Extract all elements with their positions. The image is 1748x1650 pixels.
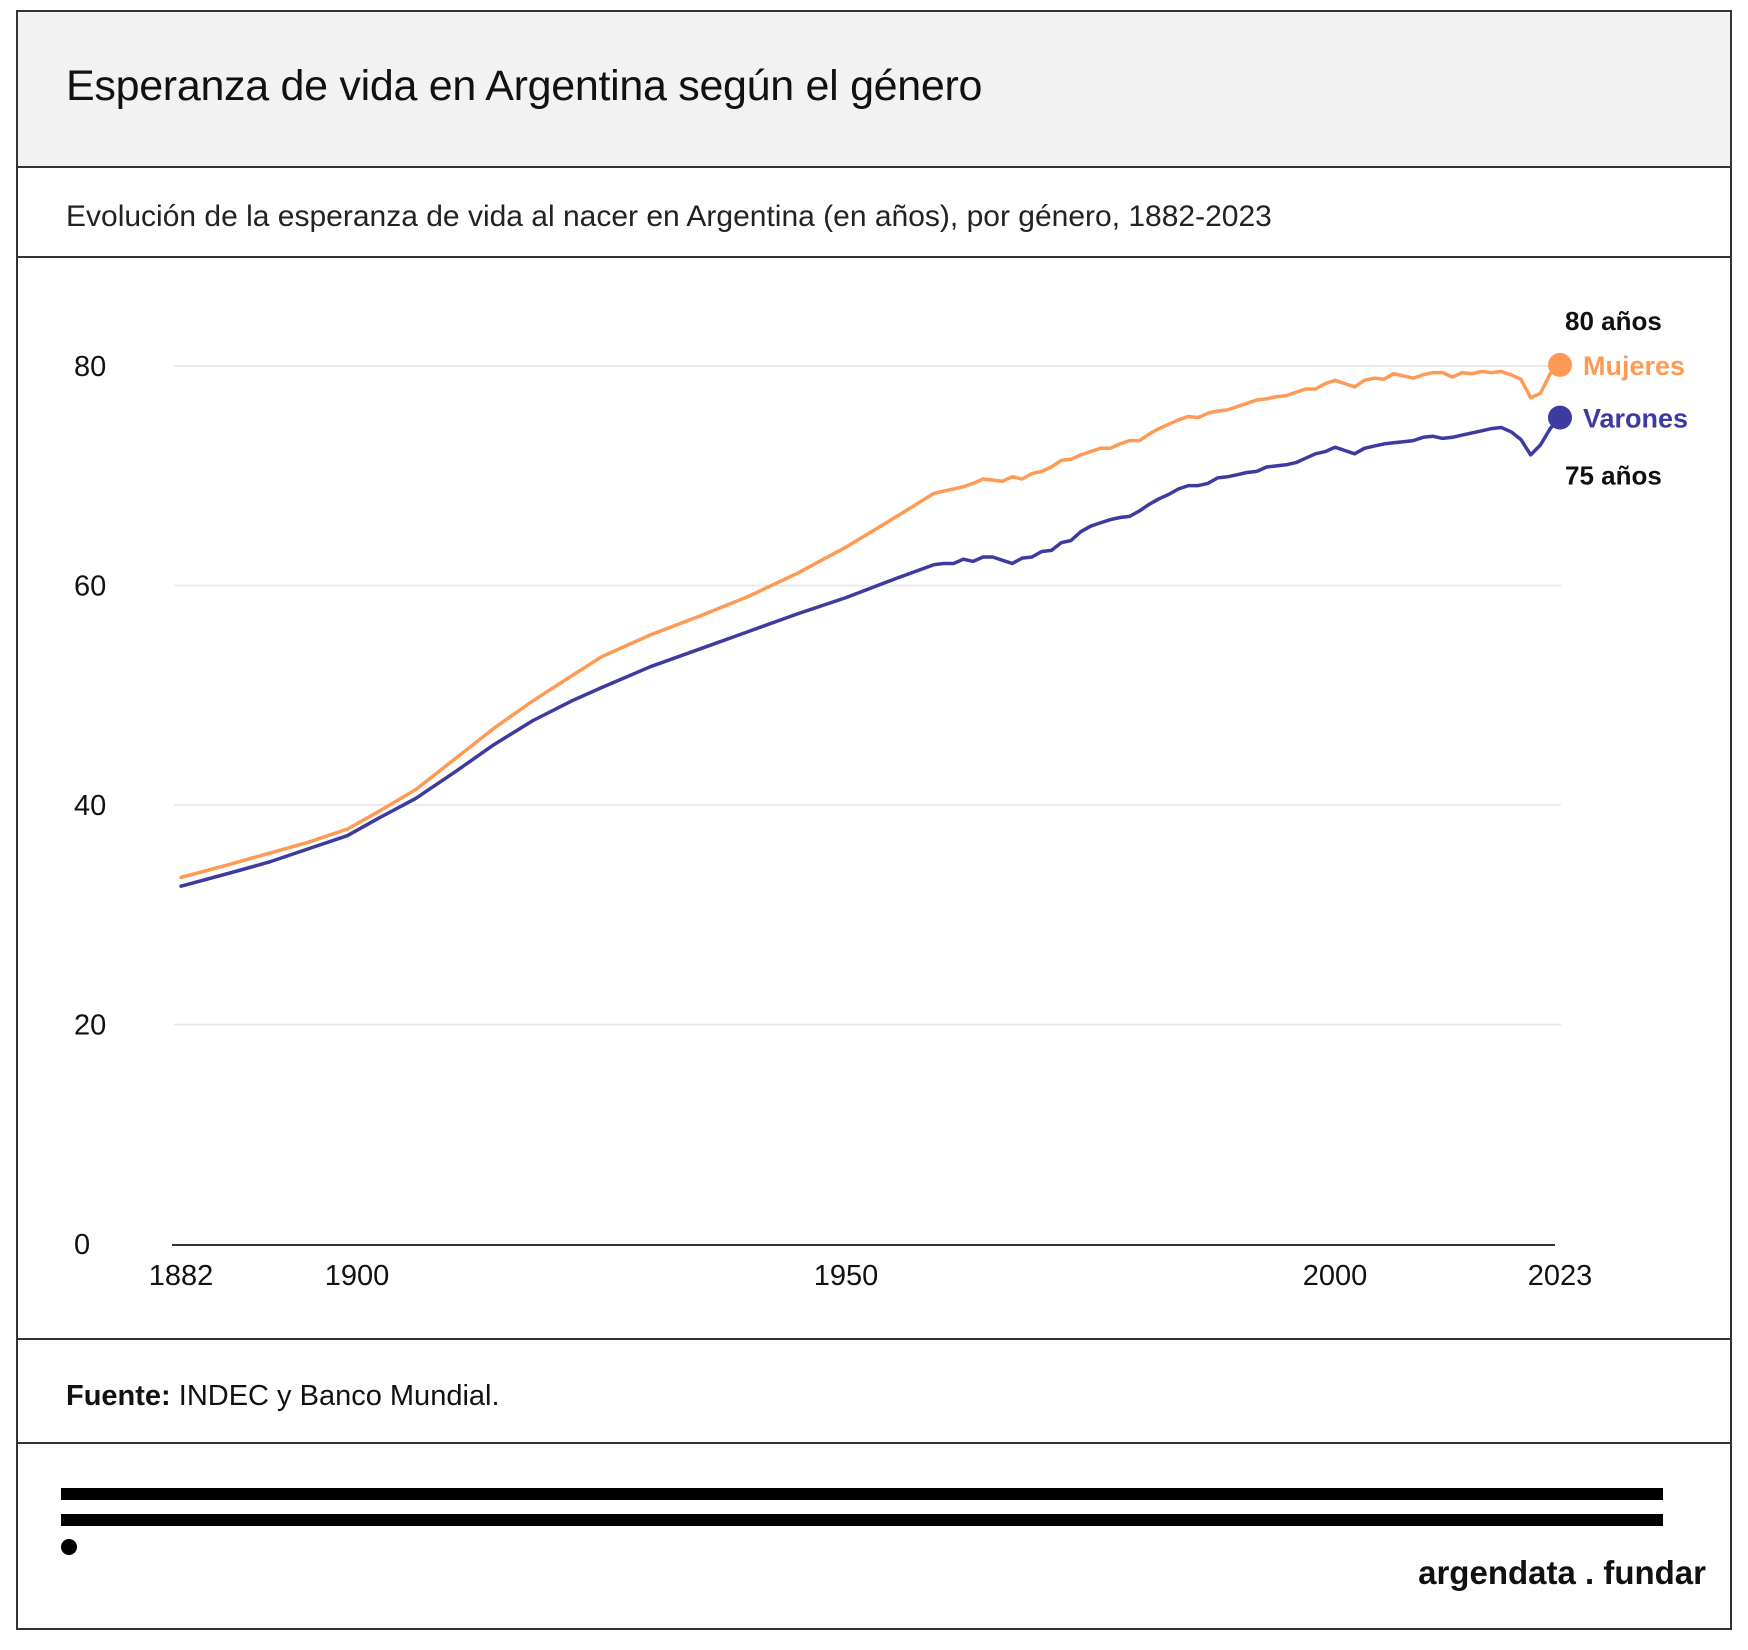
series-lines <box>179 363 1562 888</box>
end-marker-mujeres <box>1548 352 1572 377</box>
series-line-mujeres <box>179 363 1562 880</box>
brand-logo: argendata . fundar <box>1418 1554 1706 1591</box>
x-tick-labels: 1882 1900 1950 2000 2023 <box>149 1260 1593 1292</box>
annotation-mujeres: 80 años <box>1565 306 1662 336</box>
divider-footer <box>18 1442 1730 1444</box>
y-tick-20: 20 <box>74 1010 106 1042</box>
logo-bar-top <box>61 1488 1663 1500</box>
x-tick-2000: 2000 <box>1303 1260 1368 1292</box>
header-band: Esperanza de vida en Argentina según el … <box>18 12 1730 168</box>
annotation-varones: 75 años <box>1565 461 1662 491</box>
source-note: Fuente: INDEC y Banco Mundial. <box>66 1380 500 1413</box>
chart-card: Esperanza de vida en Argentina según el … <box>16 10 1732 1630</box>
series-line-varones <box>179 415 1562 888</box>
y-tick-labels: 0 20 40 60 80 <box>74 351 106 1261</box>
y-tick-60: 60 <box>74 571 106 603</box>
series-end-markers: Mujeres 80 años Varones 75 años <box>1548 306 1688 491</box>
end-marker-varones <box>1548 405 1572 430</box>
chart-title: Esperanza de vida en Argentina según el … <box>66 62 983 110</box>
series-label-mujeres: Mujeres <box>1583 351 1685 381</box>
y-tick-40: 40 <box>74 790 106 822</box>
y-tick-0: 0 <box>74 1229 90 1261</box>
x-tick-2023: 2023 <box>1528 1260 1593 1292</box>
logo-dot <box>61 1539 77 1555</box>
divider-top <box>18 256 1730 258</box>
x-tick-1900: 1900 <box>325 1260 390 1292</box>
divider-source <box>18 1338 1730 1340</box>
chart-subtitle: Evolución de la esperanza de vida al nac… <box>66 200 1272 233</box>
y-tick-80: 80 <box>74 351 106 383</box>
x-tick-1950: 1950 <box>814 1260 879 1292</box>
logo-bar-bottom <box>61 1514 1663 1526</box>
source-label: Fuente: <box>66 1380 171 1412</box>
line-chart: 0 20 40 60 80 1882 1900 1950 2000 2023 Mujeres 80… <box>74 306 1688 1292</box>
source-text: INDEC y Banco Mundial. <box>170 1380 500 1412</box>
series-label-varones: Varones <box>1583 404 1688 434</box>
gridlines <box>172 365 1561 1246</box>
x-tick-1882: 1882 <box>149 1260 214 1292</box>
